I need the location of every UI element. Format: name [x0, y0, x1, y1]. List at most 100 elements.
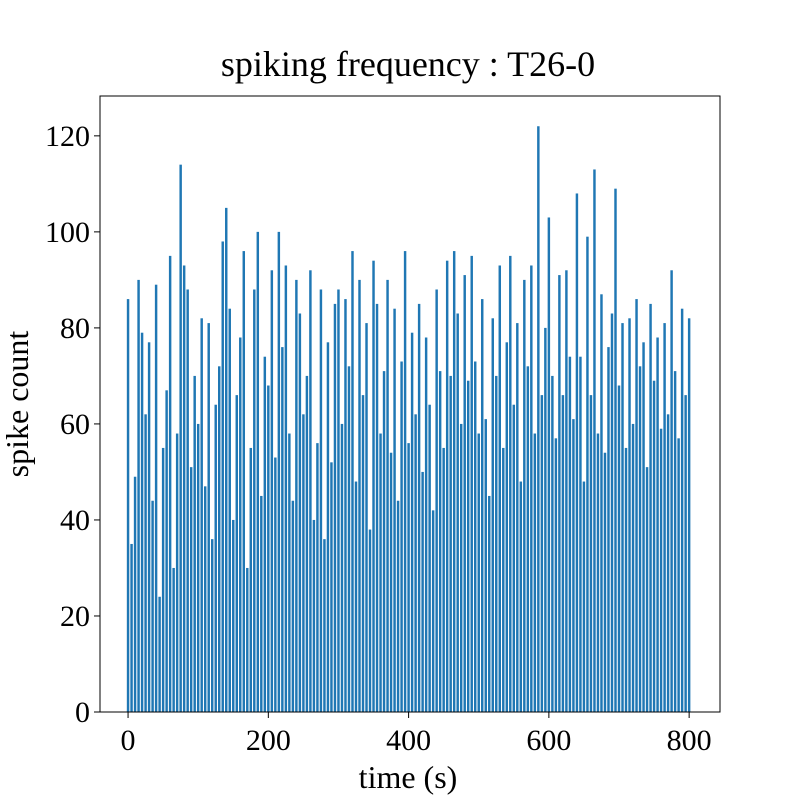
bar — [319, 289, 323, 712]
bar — [481, 299, 484, 712]
bar — [165, 390, 168, 712]
bar — [214, 404, 217, 712]
y-tick-label: 120 — [45, 120, 90, 153]
bar — [161, 447, 165, 712]
bar — [568, 356, 572, 712]
bar — [635, 299, 638, 712]
bar — [410, 332, 414, 712]
plot-area — [126, 126, 691, 713]
bar — [466, 380, 470, 712]
bar — [516, 323, 519, 712]
bar — [512, 404, 516, 712]
bar — [242, 251, 246, 713]
bar — [133, 476, 137, 712]
bar — [389, 452, 393, 712]
bar — [210, 539, 214, 712]
bar — [442, 447, 445, 712]
bar — [358, 279, 361, 712]
bar — [621, 323, 624, 712]
bar — [232, 519, 235, 712]
bar — [312, 519, 316, 712]
bar — [295, 279, 298, 712]
bar — [382, 371, 386, 712]
bar — [670, 270, 673, 712]
bar — [270, 270, 274, 712]
bar — [196, 423, 200, 712]
bar — [530, 265, 533, 712]
bar — [172, 567, 175, 712]
bar — [680, 308, 684, 712]
bar — [407, 443, 410, 712]
bar — [372, 260, 375, 712]
bar — [509, 255, 512, 712]
bar — [344, 299, 347, 712]
bar — [333, 303, 337, 712]
bar — [603, 452, 607, 712]
bar — [565, 270, 568, 712]
bar — [484, 419, 487, 712]
bar — [144, 414, 147, 712]
bar — [523, 279, 526, 712]
bar — [253, 289, 256, 712]
bar — [189, 467, 193, 712]
bar — [256, 231, 260, 712]
bar — [260, 495, 263, 712]
bar — [368, 529, 372, 712]
bar — [130, 543, 133, 712]
bar — [554, 438, 558, 712]
bar — [351, 251, 354, 713]
bar — [179, 164, 182, 712]
bar — [449, 375, 452, 712]
bar — [203, 486, 207, 712]
bar — [140, 332, 144, 712]
chart-title: spiking frequency : T26-0 — [221, 44, 595, 84]
bar — [572, 419, 575, 712]
bar — [182, 265, 186, 712]
bar — [158, 596, 161, 712]
bar — [561, 395, 565, 712]
bar — [452, 251, 456, 713]
bar — [386, 279, 389, 712]
bar — [249, 447, 253, 712]
bar — [151, 500, 154, 712]
x-axis-label: time (s) — [359, 759, 458, 795]
bar — [649, 303, 652, 712]
bar — [505, 342, 509, 712]
bar — [221, 241, 224, 712]
bar — [488, 495, 491, 712]
bar — [421, 471, 424, 712]
x-tick-label: 400 — [386, 724, 431, 757]
bar — [379, 433, 382, 712]
bar — [519, 481, 523, 712]
bar — [491, 318, 494, 712]
bar — [323, 539, 326, 712]
y-axis-label: spike count — [0, 331, 35, 478]
x-tick-label: 600 — [526, 724, 571, 757]
bar — [274, 457, 277, 712]
bar — [365, 323, 368, 712]
bar — [235, 395, 238, 712]
bar — [544, 327, 547, 712]
bar — [239, 337, 242, 712]
bar — [137, 279, 140, 712]
bar — [298, 313, 302, 712]
bar — [284, 265, 288, 712]
bar — [610, 313, 614, 712]
bar — [638, 366, 642, 712]
bar — [277, 231, 281, 712]
bar — [263, 356, 267, 712]
y-tick-label: 80 — [60, 312, 90, 345]
bar — [473, 361, 477, 712]
bar — [302, 414, 305, 712]
bar — [684, 395, 687, 712]
bar — [677, 438, 680, 712]
bar — [645, 467, 649, 712]
bar — [659, 428, 663, 712]
bar — [225, 207, 228, 712]
bar — [477, 433, 480, 712]
bar — [347, 366, 351, 712]
bar — [631, 423, 635, 712]
bar — [361, 395, 365, 712]
bar — [354, 481, 358, 712]
